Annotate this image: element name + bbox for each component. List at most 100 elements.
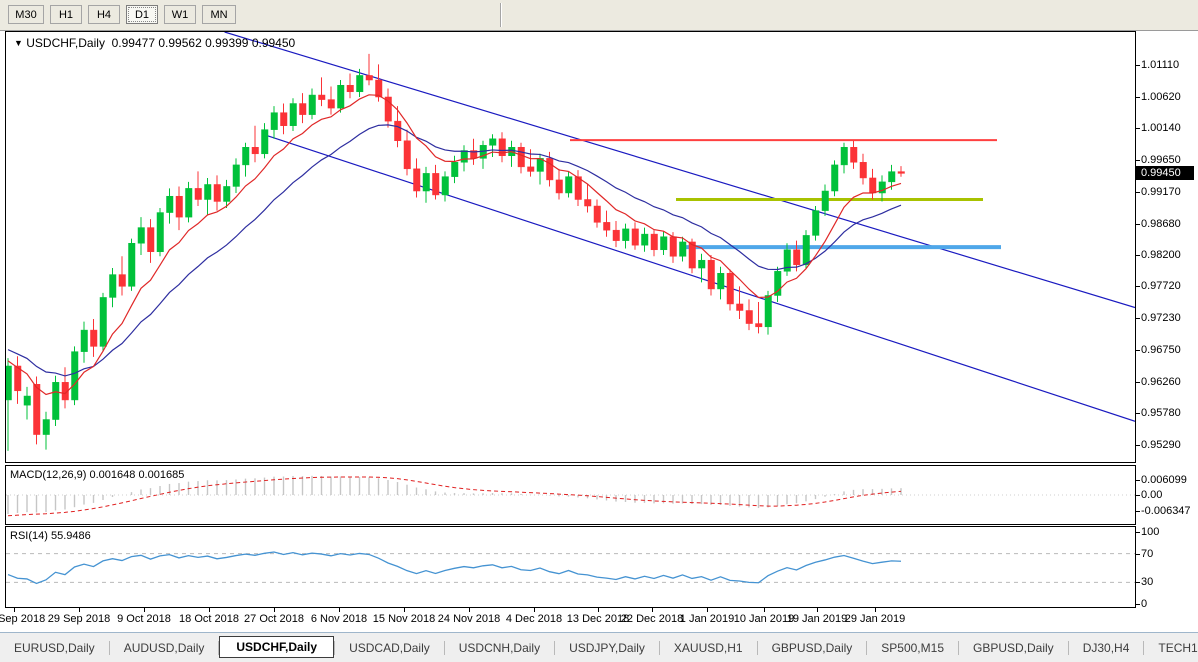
axis-tick [1136,445,1140,446]
ohlc-open: 0.99477 [111,36,156,50]
chart-tab-eurusd-daily[interactable]: EURUSD,Daily [14,640,95,655]
date-tick [209,608,210,612]
chart-tab-gbpusd-daily[interactable]: GBPUSD,Daily [771,640,853,655]
tab-divider [658,640,660,655]
date-tick [14,608,15,612]
chart-tab-usdjpy-daily[interactable]: USDJPY,Daily [569,640,645,655]
rsi-pane[interactable] [5,526,1136,608]
chart-tab-dj30-h4[interactable]: DJ30,H4 [1082,640,1130,655]
macd-histogram [7,475,902,514]
axis-label: -0.006347 [1141,505,1191,517]
macd-value: 0.001648 [89,469,136,481]
timeframe-button-h1[interactable]: H1 [50,5,82,24]
axis-tick [1136,255,1140,256]
chart-tab-usdcnh-daily[interactable]: USDCNH,Daily [458,640,541,655]
chart-tab-gbpusd-daily[interactable]: GBPUSD,Daily [973,640,1054,655]
chart-tab-xauusd-h1[interactable]: XAUUSD,H1 [673,640,743,655]
date-label: 22 Dec 2018 [620,613,684,625]
tab-divider [554,640,556,655]
axis-tick [1136,128,1140,129]
chart-tab-audusd-daily[interactable]: AUDUSD,Daily [123,640,205,655]
axis-tick [1136,97,1140,98]
chart-tab-tech100-h1[interactable]: TECH100,H1 [1158,640,1198,655]
chart-tab-usdchf-daily[interactable]: USDCHF,Daily [219,635,335,658]
date-tick [707,608,708,612]
axis-label: 0.98680 [1141,218,1181,230]
axis-label: 0.00 [1141,489,1163,501]
axis-tick [1136,554,1140,555]
axis-tick [1136,495,1140,496]
candles [6,53,905,451]
chart-tab-usdcad-daily[interactable]: USDCAD,Daily [349,640,430,655]
date-tick [598,608,599,612]
date-tick [274,608,275,612]
date-tick [144,608,145,612]
date-label: 24 Nov 2018 [437,613,501,625]
axis-label: 0.006099 [1141,474,1187,486]
macd-signal-line [7,476,902,517]
axis-tick [1136,382,1140,383]
axis-tick [1136,65,1140,66]
date-tick [764,608,765,612]
chart-tab-bar: EURUSD,Daily AUDUSD,Daily USDCHF,Daily USDC… [0,633,1198,662]
macd-plot[interactable] [6,466,1135,524]
axis-tick [1136,160,1140,161]
axis-label: 1.00620 [1141,91,1181,103]
rsi-value: 55.9486 [50,530,91,542]
timeframe-button-h4[interactable]: H4 [88,5,120,24]
tab-divider [1067,640,1069,655]
axis-tick [1136,480,1140,481]
axis-label: 30 [1141,576,1154,588]
axis-tick [1136,318,1140,319]
axis-tick [1136,532,1140,533]
macd-label: MACD(12,26,9) 0.001648 0.001685 [10,469,185,481]
axis-tick [1136,192,1140,193]
date-label: 4 Dec 2018 [505,613,563,625]
axis-label: 0.99170 [1141,186,1181,198]
axis-label: 0.95290 [1141,439,1181,451]
ohlc-close: 0.99450 [251,36,296,50]
chart-symbol-dropdown-icon[interactable]: ▼ [14,38,23,48]
timeframe-button-d1[interactable]: D1 [126,5,158,24]
timeframe-button-w1[interactable]: W1 [164,5,196,24]
date-label: 13 Dec 2018 [566,613,630,625]
axis-tick [1136,286,1140,287]
chart-tab-sp500-m15[interactable]: SP500,M15 [881,640,944,655]
date-tick [652,608,653,612]
axis-tick [1136,413,1140,414]
date-label: 27 Oct 2018 [244,613,304,625]
axis-tick [1136,511,1140,512]
date-tick [469,608,470,612]
axis-tick [1136,224,1140,225]
axis-label: 1.00140 [1141,122,1181,134]
toolbar-separator [500,3,502,27]
ohlc-high: 0.99562 [158,36,202,50]
date-label: 15 Nov 2018 [372,613,436,625]
date-tick [404,608,405,612]
axis-label: 0.96750 [1141,344,1181,356]
rsi-plot[interactable] [6,527,1135,607]
date-label: 29 Sep 2018 [47,613,111,625]
axis-tick [1136,582,1140,583]
axis-label: 0.99650 [1141,154,1181,166]
candlestick-plot[interactable] [6,32,1135,462]
timeframe-button-mn[interactable]: MN [202,5,236,24]
timeframe-button-m30[interactable]: M30 [8,5,44,24]
axis-label: 100 [1141,526,1160,538]
tabbar-top-edge [0,632,1198,633]
date-tick [875,608,876,612]
axis-label: 0.97720 [1141,280,1181,292]
rsi-label: RSI(14) 55.9486 [10,530,91,542]
axis-label: 1.01110 [1141,59,1180,71]
chart-tabs: EURUSD,Daily AUDUSD,Daily USDCHF,Daily USDC… [0,635,1198,659]
date-tick [817,608,818,612]
date-label: 10 Jan 2019 [733,613,795,625]
axis-tick [1136,604,1140,605]
macd-signal-value: 0.001685 [138,469,185,481]
date-tick [79,608,80,612]
axis-label: 0 [1141,598,1148,610]
tab-divider [443,640,445,655]
axis-label: 70 [1141,548,1154,560]
ma-slow-line [7,124,902,377]
ma-fast-line [7,94,902,396]
